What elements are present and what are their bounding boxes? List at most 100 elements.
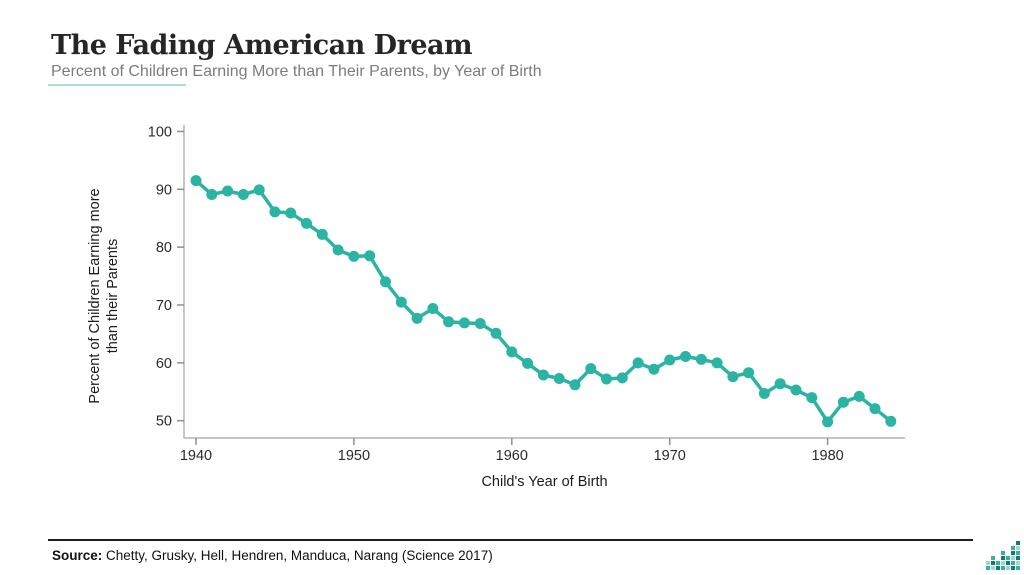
data-point (206, 189, 218, 200)
data-point (522, 357, 534, 369)
y-axis-title-line1: Percent of Children Earning more (87, 188, 103, 403)
data-point (443, 316, 455, 328)
logo-cell (996, 566, 1000, 570)
subtitle-accent-underline (48, 84, 186, 86)
data-point (853, 390, 865, 402)
data-point (332, 244, 344, 256)
data-point (301, 217, 312, 229)
data-point (822, 416, 834, 428)
data-point (774, 378, 786, 390)
data-point (348, 250, 360, 262)
data-point (253, 184, 265, 196)
axis-titles: Child's Year of Birth Percent of Children… (87, 188, 608, 490)
logo-cell (1011, 561, 1015, 565)
y-axis-title-line2: than their Parents (105, 239, 121, 353)
page-title: The Fading American Dream (51, 30, 473, 61)
data-point (364, 250, 376, 262)
data-point (616, 372, 628, 384)
axis-ticks (177, 130, 829, 445)
logo-cell (1016, 556, 1020, 560)
data-point (537, 369, 549, 381)
logo-cell (986, 561, 990, 565)
data-point (427, 303, 439, 314)
data-point (190, 175, 202, 187)
data-point (285, 207, 297, 219)
data-point (632, 357, 644, 369)
data-point (743, 367, 755, 379)
source-text: Chetty, Grusky, Hell, Hendren, Manduca, … (102, 548, 493, 563)
logo-cell (1016, 541, 1020, 545)
y-tick-label: 80 (156, 240, 172, 256)
data-point (395, 296, 407, 308)
logo-cell (991, 556, 995, 560)
logo-cell (1016, 561, 1020, 565)
logo-cell (1011, 556, 1015, 560)
chart-subtitle: Percent of Children Earning More than Th… (51, 63, 542, 80)
bar-chart-logo (986, 539, 1022, 571)
x-tick-label: 1940 (180, 448, 212, 464)
logo-cell (1001, 551, 1005, 555)
logo-cell (1011, 566, 1015, 570)
logo-cell (1011, 546, 1015, 550)
data-point (553, 373, 565, 384)
data-point (269, 206, 281, 218)
logo-cell (1016, 551, 1020, 555)
data-point (569, 379, 581, 391)
logo-cell (1001, 566, 1005, 570)
data-series (190, 175, 897, 428)
data-point (237, 189, 249, 200)
data-point (727, 371, 739, 383)
axis-tick-labels: 100 90 80 70 60 50 1940 1950 1960 1970 1980 (148, 124, 844, 464)
data-point (222, 185, 234, 197)
y-tick-label: 60 (156, 356, 172, 372)
data-point (585, 363, 597, 375)
logo-cell (1011, 551, 1015, 555)
data-point (474, 318, 486, 329)
y-tick-label: 70 (156, 298, 172, 314)
data-point (885, 415, 897, 427)
data-point (316, 228, 328, 240)
data-point (664, 354, 676, 366)
source-label: Source: (52, 548, 103, 563)
y-tick-label: 50 (156, 414, 172, 430)
logo-cell (986, 566, 990, 570)
data-point (837, 396, 849, 408)
data-point (711, 357, 723, 369)
axes (183, 125, 905, 439)
logo-cell (996, 561, 1000, 565)
data-point (380, 276, 391, 288)
x-axis-title: Child's Year of Birth (481, 474, 607, 490)
logo-cell (1006, 566, 1010, 570)
line-chart: 100 90 80 70 60 50 1940 1950 1960 1970 1980 Child'… (87, 124, 905, 490)
logo-cell (1016, 546, 1020, 550)
data-point (806, 392, 818, 404)
data-point (601, 373, 612, 385)
logo-cell (1006, 556, 1010, 560)
x-tick-label: 1980 (811, 448, 843, 464)
footer-divider (48, 539, 973, 541)
logo-cell (991, 566, 995, 570)
data-point (790, 384, 802, 396)
data-point (869, 403, 881, 415)
logo-cell (1001, 561, 1005, 565)
logo-cell (1016, 566, 1020, 570)
data-line (194, 178, 893, 424)
x-tick-label: 1950 (338, 448, 370, 464)
data-point (506, 346, 518, 358)
data-point (680, 351, 691, 362)
logo-cell (1006, 561, 1010, 565)
y-tick-label: 90 (156, 182, 172, 198)
data-point (648, 363, 660, 375)
x-tick-label: 1970 (654, 448, 686, 464)
data-point (411, 312, 423, 324)
data-point (458, 317, 470, 329)
logo-cell (991, 561, 995, 565)
data-point (490, 327, 502, 339)
data-point (758, 388, 770, 399)
y-tick-label: 100 (148, 124, 172, 140)
source-line: Source: Chetty, Grusky, Hell, Hendren, M… (52, 548, 493, 563)
data-point (695, 353, 707, 365)
x-tick-label: 1960 (496, 448, 528, 464)
logo-cell (1001, 556, 1005, 560)
